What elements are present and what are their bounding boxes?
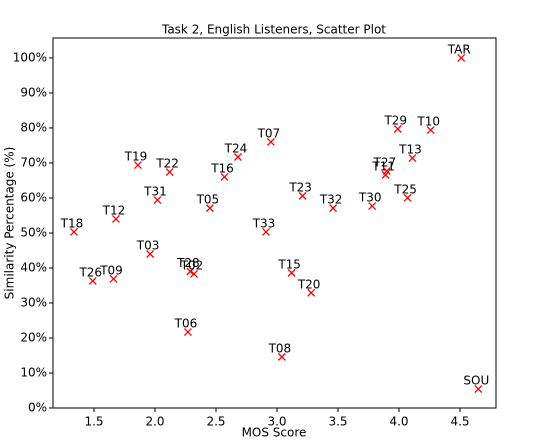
point-label: T25: [393, 182, 417, 196]
point: [234, 153, 242, 161]
point-label: T11: [371, 159, 395, 173]
y-tick-label: 30%: [20, 295, 47, 309]
point-label: T33: [252, 216, 276, 230]
point: [368, 202, 377, 210]
y-tick-label: 100%: [13, 50, 47, 64]
x-tick-label: 3.0: [267, 415, 286, 429]
y-axis-label: Similarity Percentage (%): [3, 147, 17, 300]
point-label: T02: [180, 258, 204, 272]
x-axis-label: MOS Score: [242, 426, 307, 440]
point-label: T20: [297, 277, 321, 291]
y-tick-label: 0%: [28, 401, 47, 415]
point: [408, 154, 417, 163]
point: [111, 215, 120, 223]
x-tick-label: 4.5: [450, 415, 469, 429]
point-label: T19: [124, 150, 148, 164]
point: [298, 191, 307, 200]
point-label: T31: [143, 185, 167, 199]
point: [262, 227, 270, 236]
point-label: TAR: [447, 42, 471, 56]
point-label: T10: [416, 115, 440, 129]
point-label: T32: [319, 193, 343, 207]
point: [220, 173, 229, 181]
y-tick-label: 10%: [20, 365, 47, 379]
point: [190, 269, 198, 278]
point-label: T13: [398, 143, 422, 157]
point: [186, 267, 195, 276]
point-label: T29: [383, 114, 407, 128]
point: [277, 352, 286, 361]
y-tick-label: 60%: [20, 190, 47, 204]
point: [287, 268, 296, 277]
point-label: T28: [176, 256, 200, 270]
x-tick-label: 1.5: [84, 415, 103, 429]
point: [393, 125, 402, 133]
x-tick-label: 3.5: [328, 415, 347, 429]
point-label: SOU: [463, 374, 489, 388]
point-label: T22: [155, 157, 179, 171]
point-label: T26: [78, 265, 102, 279]
point: [266, 138, 275, 146]
point-label: T23: [288, 180, 312, 194]
plot-frame: [52, 37, 497, 409]
point-label: T03: [136, 238, 160, 252]
point: [307, 288, 316, 297]
point: [329, 204, 338, 213]
point: [382, 167, 391, 175]
point-label: T08: [268, 341, 292, 355]
point: [403, 194, 412, 202]
point: [474, 385, 483, 394]
y-tick-label: 40%: [20, 260, 47, 274]
point-label: T07: [257, 126, 281, 140]
y-tick-label: 70%: [20, 155, 47, 169]
point: [183, 328, 192, 336]
point: [146, 250, 155, 258]
point-label: T05: [196, 193, 220, 207]
point-label: T30: [358, 191, 382, 205]
point: [109, 274, 118, 283]
point-label: T12: [102, 203, 126, 217]
x-tick-label: 2.0: [145, 415, 164, 429]
point: [70, 227, 78, 236]
point-label: T09: [99, 263, 123, 277]
point-label: T27: [373, 156, 397, 170]
point: [153, 196, 162, 205]
x-tick-label: 2.5: [206, 415, 225, 429]
point-label: T15: [277, 257, 301, 271]
point: [426, 126, 435, 135]
point: [457, 53, 466, 62]
point-label: T24: [224, 142, 248, 156]
point-label: T18: [60, 216, 84, 230]
point: [165, 168, 174, 177]
y-tick-label: 90%: [20, 85, 47, 99]
point-label: T16: [210, 161, 234, 175]
chart-title: Task 2, English Listeners, Scatter Plot: [161, 23, 386, 37]
y-tick-label: 50%: [20, 225, 47, 239]
point-label: T06: [174, 317, 198, 331]
x-tick-label: 4.0: [389, 415, 408, 429]
point: [88, 276, 97, 285]
y-tick-label: 20%: [20, 330, 47, 344]
y-tick-label: 80%: [20, 120, 47, 134]
point: [133, 161, 142, 170]
point: [205, 204, 214, 213]
